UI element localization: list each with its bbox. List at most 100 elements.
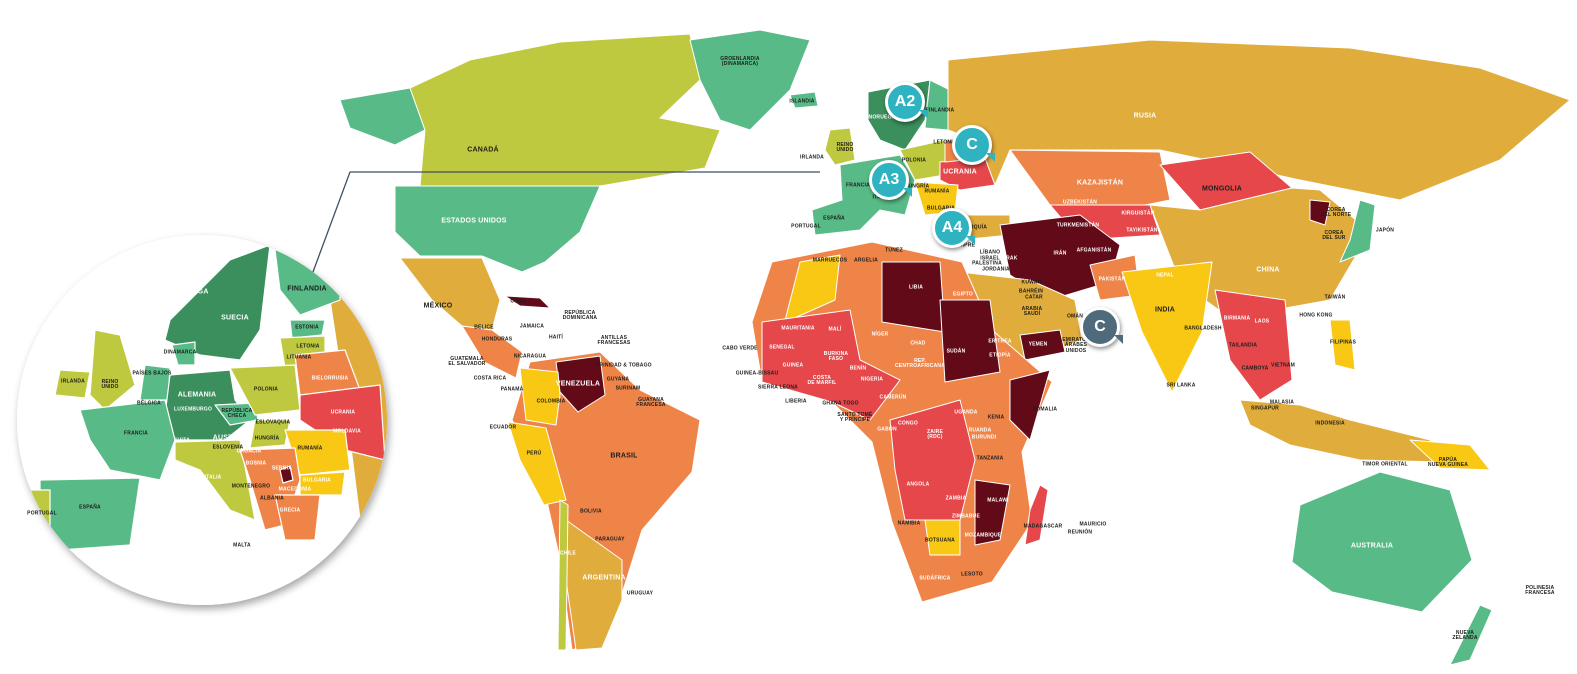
inset-label-albania: ALBANIA [260,495,284,502]
label-surinam: SURINAM [615,385,641,392]
label-ecuador: ECUADOR [489,424,517,431]
label-camboya: CAMBOYA [1241,365,1269,372]
label-bahrein: BAHRÉIN [1018,288,1044,295]
region-central-america [461,325,523,379]
inset-label-serbia: SERBIA [271,465,293,472]
label-sudan: SUDÁN [946,348,966,355]
label-grecia: GRECIA [921,217,943,224]
label-republica-dominicana: REPÚBLICA DOMINICANA [562,309,598,321]
label-libano: LÍBANO [979,249,1001,256]
label-oman: OMÁN [1066,313,1084,320]
label-hong-kong: HONG KONG [1299,312,1333,319]
label-catar: CATAR [1025,294,1043,301]
label-estados-unidos: ESTADOS UNIDOS [441,217,507,225]
label-bulgaria: BULGARIA [927,205,955,212]
label-zimbabue: ZIMBABUE [952,513,980,520]
region-png [1409,439,1491,471]
label-arabia-saudi: ARABIA SAUDÍ [1021,305,1043,317]
marker-c[interactable]: C [952,125,995,165]
marker-a2[interactable]: A2 [885,82,928,122]
region-greenland [689,29,811,131]
label-venezuela: VENEZUELA [555,380,601,388]
label-uruguay: URUGUAY [626,590,654,597]
inset-label-alemania: ALEMANIA [177,391,217,399]
label-kenia: KENIA [987,414,1005,421]
label-emiratos-arabes-unidos: EMIRATOS ÁRABES UNIDOS [1062,337,1090,354]
label-congo: CONGO [898,420,918,427]
label-yemen: YEMEN [1028,341,1048,348]
region-se-asia [1214,289,1293,401]
label-israel: ISRAEL [980,255,1000,262]
inset-label-noruega: NORUEGA [171,288,209,296]
inset-label-dinamarca: DINAMARCA [163,349,197,356]
region-new-zealand [1449,604,1493,666]
region-libya [881,261,946,333]
inset-label-italia: ITALIA [204,474,222,481]
region-iceland [789,91,819,109]
label-islandia: ISLANDIA [789,98,815,105]
label-jamaica: JAMAICA [519,323,545,330]
label-zaire-rdc: ZAIRE (RDC) [927,428,943,440]
label-laos: LAOS [1254,318,1270,325]
inset-label-republica-checa: REPÚBLICA CHECA [221,407,253,419]
label-cuba: CUBA [510,298,526,305]
region-madagascar [1024,484,1049,546]
label-polonia: POLONIA [901,157,927,164]
label-kazajistan: KAZAJISTÁN [1076,179,1124,187]
inset-label-paises-bajos: PAÍSES BAJOS [132,370,172,377]
inset-label-estonia: ESTONIA [295,324,319,331]
label-pakistan: PAKISTÁN [1098,276,1126,283]
region-canada [409,33,721,187]
europe-inset [29,235,387,605]
label-belice: BELICE [474,324,494,331]
inset-label-montenegro: MONTENEGRO [231,483,271,490]
label-noruega: NORUEGA [868,114,896,121]
label-senegal: SENEGAL [769,344,795,351]
label-etiopia: ETIOPÍA [989,352,1011,359]
inset-label-luxemburgo: LUXEMBURGO [173,406,213,413]
inset-label-ucrania: UCRANIA [330,409,356,416]
label-rusia: RUSIA [1133,112,1157,120]
inset-label-belgica: BÉLGICA [137,400,161,407]
label-burundi: BURUNDI [971,434,997,441]
label-lesoto: LESOTO [961,571,983,578]
label-timor-oriental: TIMOR ORIENTAL [1362,461,1408,468]
region-india [1121,261,1213,393]
label-mali: MALÍ [828,326,842,333]
label-singapur: SINGAPUR [1251,405,1279,412]
inset-label-hungria: HUNGRÍA [254,435,280,442]
inset-label-croacia: CROACIA [236,448,262,455]
label-eritrea: ERITREA [988,338,1012,345]
marker-a4[interactable]: A4 [932,208,975,248]
label-liberia: LIBERIA [785,398,807,405]
inset-label-suiza: SUIZA [174,437,190,444]
region-somalia [1009,369,1051,441]
label-malawi: MALAWI [987,497,1009,504]
inset-label-polonia: POLONIA [253,386,279,393]
label-argentina: ARGENTINA [582,574,626,582]
region-mozambique [974,479,1011,546]
label-haiti: HAITÍ [548,334,564,341]
inset-label-moldavia: MOLDAVIA [333,428,361,435]
label-turkmenistan: TURKMENISTÁN [1056,222,1100,229]
label-francia: FRANCIA [846,182,870,189]
label-cabo-verde: CABO VERDE [722,345,758,352]
label-somalia: SOMALIA [1032,406,1058,413]
label-ucrania: UCRANIA [943,168,977,176]
label-hungria: HUNGRÍA [904,183,930,190]
label-benin: BENÍN [849,365,867,372]
label-portugal: PORTUGAL [791,223,821,230]
label-corea-del-norte: COREA DEL NORTE [1320,206,1352,218]
inset-label-bosnia: BOSNIA [245,460,267,467]
marker-a3[interactable]: A3 [869,160,912,200]
label-paraguay: PARAGUAY [595,536,625,543]
label-guyana: GUYANA [606,376,630,383]
inset-label-reino-unido: REINO UNIDO [101,378,119,390]
label-reino-unido: REINO UNIDO [836,141,854,153]
label-finlandia: FINLANDIA [925,107,955,114]
marker-c[interactable]: C [1080,307,1123,347]
label-india: INDIA [1154,306,1176,314]
label-tayikistan: TAYIKISTÁN [1126,227,1158,234]
label-marruecos: MARRUECOS [812,257,848,264]
